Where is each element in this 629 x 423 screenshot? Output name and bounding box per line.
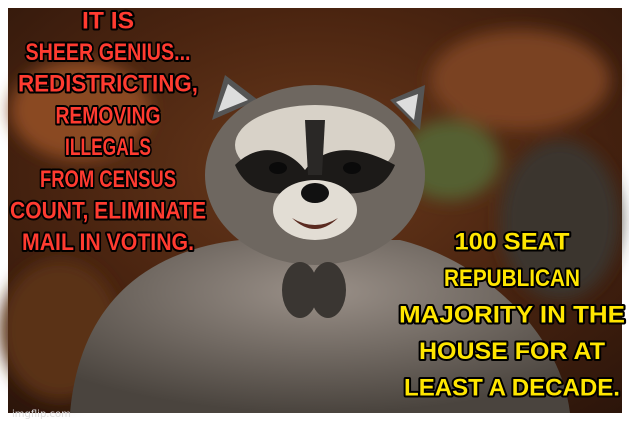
caption-line: COUNT, ELIMINATE: [10, 198, 206, 225]
caption-line: FROM CENSUS: [40, 166, 176, 193]
caption-line: ILLEGALS: [65, 134, 151, 161]
caption-line: MAJORITY IN THE: [399, 301, 625, 328]
caption-line: SHEER GENIUS...: [26, 39, 191, 66]
caption-line: MAIL IN VOTING.: [22, 229, 194, 256]
caption-line: LEAST A DECADE.: [404, 374, 620, 401]
right-caption: 100 SEAT REPUBLICAN MAJORITY IN THE HOUSE F…: [397, 226, 627, 403]
caption-line: REDISTRICTING,: [18, 71, 198, 98]
photo: [0, 8, 622, 413]
caption-line: REPUBLICAN: [444, 265, 580, 292]
left-caption: IT IS SHEER GENIUS... REDISTRICTING, REMOVI…: [8, 5, 208, 258]
caption-line: IT IS: [82, 7, 134, 34]
caption-line: REMOVING: [56, 102, 161, 129]
caption-line: HOUSE FOR AT: [419, 338, 605, 365]
watermark: imgflip.com: [12, 409, 71, 420]
caption-line: 100 SEAT: [455, 228, 570, 255]
